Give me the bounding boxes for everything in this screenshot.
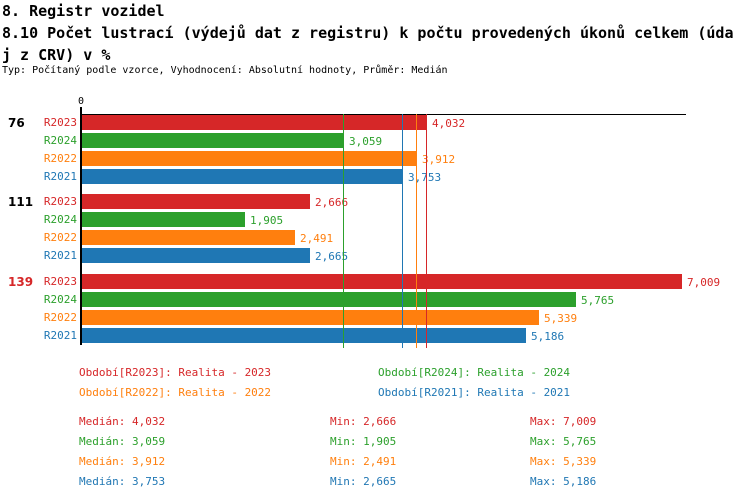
bar-row-label: R2024 (43, 134, 77, 147)
chart-title-line-1: 8.10 Počet lustrací (výdejů dat z regist… (2, 24, 734, 42)
stat-max-R2022: Max: 5,339 (530, 455, 597, 468)
stat-max-R2021: Max: 5,186 (530, 475, 597, 488)
stat-min-R2022: Min: 2,491 (330, 455, 397, 468)
median-line-R2024 (343, 114, 344, 348)
bar-value-label: 4,032 (432, 117, 466, 130)
bar-row-label: R2021 (43, 329, 77, 342)
chart-subtitle: Typ: Počítaný podle vzorce, Vyhodnocení:… (2, 65, 448, 76)
bar-row-label: R2021 (43, 249, 77, 262)
bar-value-label: 2,665 (315, 250, 349, 263)
chart-title-line-2: j z CRV) v % (2, 46, 111, 64)
axis-zero-label: 0 (77, 96, 85, 107)
stat-min-R2021: Min: 2,665 (330, 475, 397, 488)
bar-value-label: 5,765 (581, 294, 615, 307)
bar-value-label: 3,753 (408, 171, 442, 184)
bar-R2022 (82, 310, 539, 325)
bar-row-label: R2022 (43, 311, 77, 324)
bar-R2023 (82, 274, 682, 289)
bar-value-label: 5,339 (544, 312, 578, 325)
bar-R2024 (82, 212, 245, 227)
page-title: 8. Registr vozidel (2, 2, 165, 20)
stat-min-R2024: Min: 1,905 (330, 435, 397, 448)
legend-item-R2021: Období[R2021]: Realita - 2021 (378, 386, 571, 399)
bar-row-label: R2024 (43, 293, 77, 306)
report-header: 8. Registr vozidel 8.10 Počet lustrací (… (2, 0, 734, 76)
bar-R2021 (82, 248, 310, 263)
bar-R2024 (82, 133, 344, 148)
bar-value-label: 3,912 (422, 153, 456, 166)
group-label: 111 (8, 195, 34, 209)
bar-R2022 (82, 151, 417, 166)
bar-row-label: R2022 (43, 231, 77, 244)
group-label: 76 (8, 116, 25, 130)
bar-row-label: R2021 (43, 170, 77, 183)
bar-value-label: 2,491 (300, 232, 334, 245)
bar-row-label: R2023 (43, 275, 77, 288)
bar-value-label: 7,009 (687, 276, 721, 289)
stat-max-R2023: Max: 7,009 (530, 415, 597, 428)
bar-value-label: 1,905 (250, 214, 284, 227)
median-line-R2023 (426, 114, 427, 348)
stat-median-R2023: Medián: 4,032 (79, 415, 166, 428)
median-line-R2021 (402, 114, 403, 348)
stat-max-R2024: Max: 5,765 (530, 435, 597, 448)
group-label: 139 (8, 275, 34, 289)
stat-median-R2021: Medián: 3,753 (79, 475, 166, 488)
median-line-R2022 (416, 114, 417, 348)
bar-row-label: R2023 (43, 116, 77, 129)
stat-median-R2022: Medián: 3,912 (79, 455, 166, 468)
bar-row-label: R2024 (43, 213, 77, 226)
stat-min-R2023: Min: 2,666 (330, 415, 397, 428)
bar-R2023 (82, 194, 310, 209)
bar-R2021 (82, 169, 403, 184)
bar-row-label: R2022 (43, 152, 77, 165)
bar-R2023 (82, 115, 427, 130)
bar-row-label: R2023 (43, 195, 77, 208)
bar-R2021 (82, 328, 526, 343)
bar-value-label: 5,186 (531, 330, 565, 343)
bar-R2022 (82, 230, 295, 245)
bar-R2024 (82, 292, 576, 307)
y-axis-line (80, 107, 82, 345)
legend-item-R2024: Období[R2024]: Realita - 2024 (378, 366, 571, 379)
bar-value-label: 3,059 (349, 135, 383, 148)
bar-value-label: 2,666 (315, 196, 349, 209)
stat-median-R2024: Medián: 3,059 (79, 435, 166, 448)
legend-item-R2023: Období[R2023]: Realita - 2023 (79, 366, 272, 379)
legend-item-R2022: Období[R2022]: Realita - 2022 (79, 386, 272, 399)
x-axis-line (81, 114, 686, 115)
